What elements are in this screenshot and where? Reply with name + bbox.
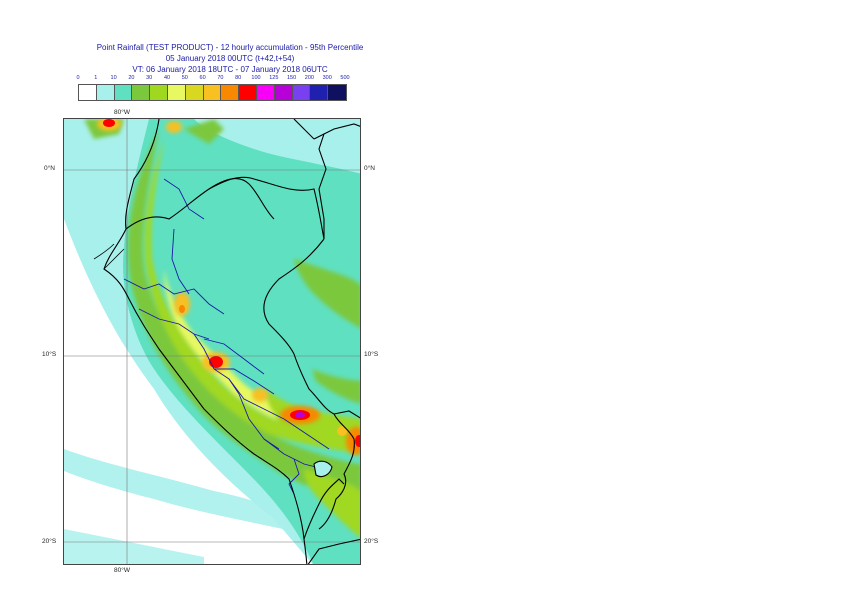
legend-swatch [185,85,204,100]
legend-tick-label: 150 [287,75,297,81]
legend-swatch [310,85,329,100]
grid-lines [64,119,360,564]
legend-tick-label: 0 [76,75,80,81]
legend-tick-label: 20 [128,75,135,81]
legend-color-bar [78,84,347,101]
lat-label-0-right: 0°N [364,165,375,172]
legend-swatch [292,85,311,100]
legend-swatch [239,85,257,100]
chart-title-block: Point Rainfall (TEST PRODUCT) - 12 hourl… [20,42,440,75]
legend-swatch [256,85,275,100]
regional-boundaries [123,178,330,495]
ocean-band [64,449,309,534]
legend-tick-label: 500 [340,75,350,81]
legend-tick-label: 80 [235,75,242,81]
north-light-patch [194,119,360,174]
legend-tick-label: 40 [163,75,171,81]
lat-label-0-left: 0°N [44,165,55,172]
ocean-band-south [64,529,204,564]
bottom-lon-label: 80°W [114,567,130,574]
legend-tick-label: 100 [251,75,261,81]
legend-swatch [274,85,293,100]
legend-tick-label: 70 [217,75,224,81]
legend-tick-label: 200 [304,75,314,81]
legend-tick-label: 50 [181,75,188,81]
legend-swatch [203,85,222,100]
legend-swatch [79,85,97,100]
legend-tick-labels: 0 1 10 20 30 40 50 60 70 80 100 125 150 200 300 500 [76,75,350,84]
title-product: Point Rainfall (TEST PRODUCT) - 12 hourl… [96,43,364,52]
lat-label-20s-left: 20°S [42,538,57,545]
legend-tick-label: 30 [146,75,153,81]
rainfall-map-canvas [64,119,360,564]
legend-swatch [114,85,133,100]
legend-tick-label: 1 [94,75,98,81]
lat-label-10s-left: 10°S [42,351,57,358]
heavy-rain-cells [97,119,360,455]
top-lon-label: 80°W [114,109,130,116]
coastline [103,119,308,564]
legend-swatch [167,85,186,100]
legend-tick-label: 60 [199,75,206,81]
title-valid-time: VT: 06 January 2018 18UTC - 07 January 2… [132,65,328,74]
legend-swatch [150,85,168,100]
legend-swatch [96,85,115,100]
legend-tick-label: 125 [269,75,279,81]
legend-tick-label: 10 [110,75,117,81]
color-legend: 0 1 10 20 30 40 50 60 70 80 100 125 150 200 300 500 [76,75,350,105]
legend-tick-label: 300 [322,75,332,81]
legend-swatch [328,85,346,100]
legend-swatch [132,85,151,100]
country-borders [103,119,360,564]
lat-label-10s-right: 10°S [364,351,379,358]
lat-label-20s-right: 20°S [364,538,379,545]
inland-features [93,243,125,270]
title-run-time: 05 January 2018 00UTC (t+42,t+54) [165,54,295,63]
legend-swatch [221,85,240,100]
rainfall-map [63,118,361,565]
